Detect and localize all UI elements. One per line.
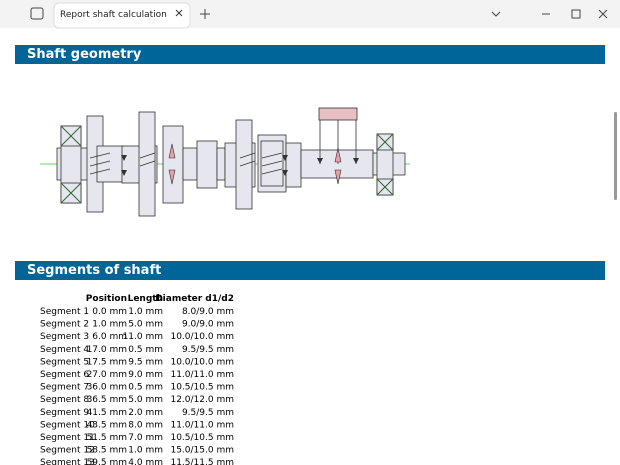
cell: 10.5/10.5 mm (170, 383, 234, 393)
cell: 10.0/10.0 mm (170, 357, 234, 367)
cell: 10.5/10.5 mm (170, 433, 234, 443)
cell: 0.5 mm (128, 345, 163, 355)
cell: 9.0/9.0 mm (182, 320, 234, 330)
cell: 0.5 mm (128, 383, 163, 393)
cell: 11.0 mm (123, 332, 163, 342)
column-header: Diameter d1/d2 (155, 294, 234, 304)
row-label: Segment 11 (40, 433, 95, 443)
cell: 7.0 mm (128, 433, 163, 443)
new-tab-button[interactable] (200, 9, 210, 19)
cell: 9.5/9.5 mm (182, 408, 234, 418)
cell: 5.0 mm (128, 320, 163, 330)
cell: 17.5 mm (87, 357, 127, 367)
cell: 41.5 mm (87, 408, 127, 418)
column-header: Position (86, 294, 127, 304)
column-header: Length (128, 294, 163, 304)
cell: 8.0 mm (128, 420, 163, 430)
section-header: Segments of shaft (15, 261, 605, 280)
section-header: Shaft geometry (15, 45, 605, 64)
cell: 9.0 mm (128, 370, 163, 380)
cell: 58.5 mm (87, 446, 127, 456)
row-label: Segment 7 (40, 383, 89, 393)
row-label: Segment 13 (40, 458, 95, 465)
cell: 11.0/11.0 mm (170, 420, 234, 430)
cell: 2.0 mm (128, 408, 163, 418)
row-label: Segment 2 (40, 320, 89, 330)
cell: 0.0 mm (92, 307, 127, 317)
cell: 9.5/9.5 mm (182, 345, 234, 355)
cell: 4.0 mm (128, 458, 163, 465)
cell: 36.5 mm (87, 395, 127, 405)
maximize-button[interactable] (571, 9, 581, 19)
shaft-drawing (40, 107, 410, 217)
tab-actions-button[interactable] (30, 7, 44, 20)
cell: 8.0/9.0 mm (182, 307, 234, 317)
cell: 36.0 mm (87, 383, 127, 393)
tab-close[interactable] (175, 9, 183, 17)
cell: 59.5 mm (87, 458, 127, 465)
row-label: Segment 3 (40, 332, 89, 342)
row-label: Segment 10 (40, 420, 95, 430)
cell: 1.0 mm (128, 307, 163, 317)
cell: 51.5 mm (87, 433, 127, 443)
tab-title: Report shaft calculation (60, 10, 167, 20)
cell: 9.5 mm (128, 357, 163, 367)
cell: 11.5/11.5 mm (170, 458, 234, 465)
cell: 6.0 mm (92, 332, 127, 342)
cell: 27.0 mm (87, 370, 127, 380)
close-button[interactable] (598, 9, 608, 19)
cell: 1.0 mm (92, 320, 127, 330)
row-label: Segment 6 (40, 370, 89, 380)
row-label: Segment 4 (40, 345, 89, 355)
cell: 43.5 mm (87, 420, 127, 430)
cell: 10.0/10.0 mm (170, 332, 234, 342)
scrollbar-thumb[interactable] (614, 112, 617, 200)
row-label: Segment 8 (40, 395, 89, 405)
cell: 12.0/12.0 mm (170, 395, 234, 405)
cell: 1.0 mm (128, 446, 163, 456)
cell: 17.0 mm (87, 345, 127, 355)
cell: 15.0/15.0 mm (170, 446, 234, 456)
cell: 11.0/11.0 mm (170, 370, 234, 380)
row-label: Segment 5 (40, 357, 89, 367)
row-label: Segment 9 (40, 408, 89, 418)
tab-list-button[interactable] (491, 11, 501, 17)
row-label: Segment 1 (40, 307, 89, 317)
tab[interactable] (53, 2, 191, 29)
row-label: Segment 12 (40, 446, 95, 456)
cell: 5.0 mm (128, 395, 163, 405)
